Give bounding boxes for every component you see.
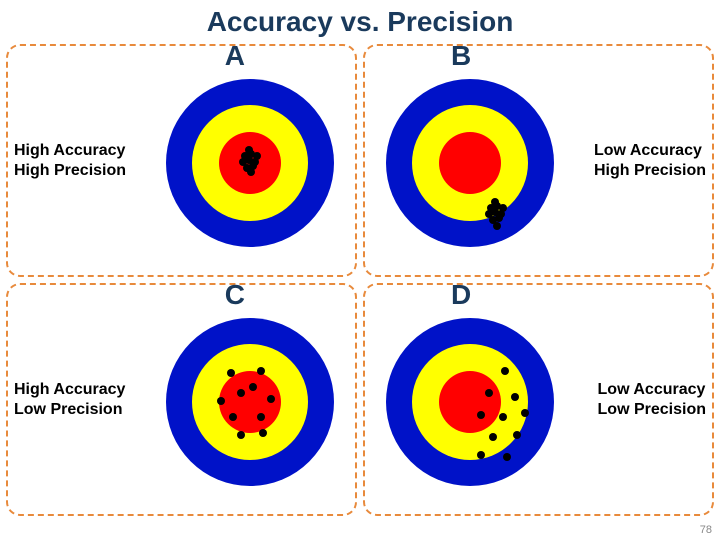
- target-C: [165, 317, 335, 487]
- shot-dot: [513, 431, 521, 439]
- cell-desc-B: Low Accuracy High Precision: [594, 141, 706, 181]
- shot-dot: [491, 198, 499, 206]
- shot-dot: [511, 393, 519, 401]
- cell-letter-A: A: [225, 40, 245, 72]
- desc-line: Low Precision: [598, 401, 706, 418]
- shot-dot: [501, 367, 509, 375]
- cell-D: D Low Accuracy Low Precision: [363, 283, 714, 516]
- shot-dot: [237, 389, 245, 397]
- shot-dot: [257, 367, 265, 375]
- target-B: [385, 78, 555, 248]
- target-D: [385, 317, 555, 487]
- shot-dot: [495, 214, 503, 222]
- page-title: Accuracy vs. Precision: [0, 0, 720, 38]
- cell-desc-C: High Accuracy Low Precision: [14, 380, 125, 420]
- cell-letter-C: C: [225, 279, 245, 311]
- desc-line: High Accuracy: [14, 142, 125, 159]
- page-number: 78: [700, 524, 712, 536]
- shot-dot: [227, 369, 235, 377]
- shot-dot: [489, 433, 497, 441]
- cell-desc-D: Low Accuracy Low Precision: [598, 380, 706, 420]
- shot-dot: [521, 409, 529, 417]
- shot-dot: [499, 413, 507, 421]
- shot-dot: [237, 431, 245, 439]
- shot-dot: [477, 451, 485, 459]
- shot-dot: [503, 453, 511, 461]
- desc-line: High Precision: [14, 162, 126, 179]
- cell-letter-B: B: [451, 40, 471, 72]
- target-ring: [439, 132, 501, 194]
- cell-desc-A: High Accuracy High Precision: [14, 141, 126, 181]
- shot-dot: [257, 413, 265, 421]
- desc-line: High Accuracy: [14, 381, 125, 398]
- shot-dot: [267, 395, 275, 403]
- target-ring: [439, 371, 501, 433]
- shot-dot: [249, 383, 257, 391]
- shot-dot: [247, 168, 255, 176]
- cell-letter-D: D: [451, 279, 471, 311]
- desc-line: Low Accuracy: [598, 381, 706, 398]
- shot-dot: [245, 146, 253, 154]
- shot-dot: [217, 397, 225, 405]
- desc-line: Low Accuracy: [594, 142, 702, 159]
- shot-dot: [229, 413, 237, 421]
- shot-dot: [493, 222, 501, 230]
- cell-A: A High Accuracy High Precision: [6, 44, 357, 277]
- cell-C: C High Accuracy Low Precision: [6, 283, 357, 516]
- shot-dot: [259, 429, 267, 437]
- target-A: [165, 78, 335, 248]
- shot-dot: [477, 411, 485, 419]
- diagram-grid: A High Accuracy High Precision B Low Acc…: [6, 44, 714, 516]
- shot-dot: [485, 389, 493, 397]
- desc-line: Low Precision: [14, 401, 122, 418]
- desc-line: High Precision: [594, 162, 706, 179]
- cell-B: B Low Accuracy High Precision: [363, 44, 714, 277]
